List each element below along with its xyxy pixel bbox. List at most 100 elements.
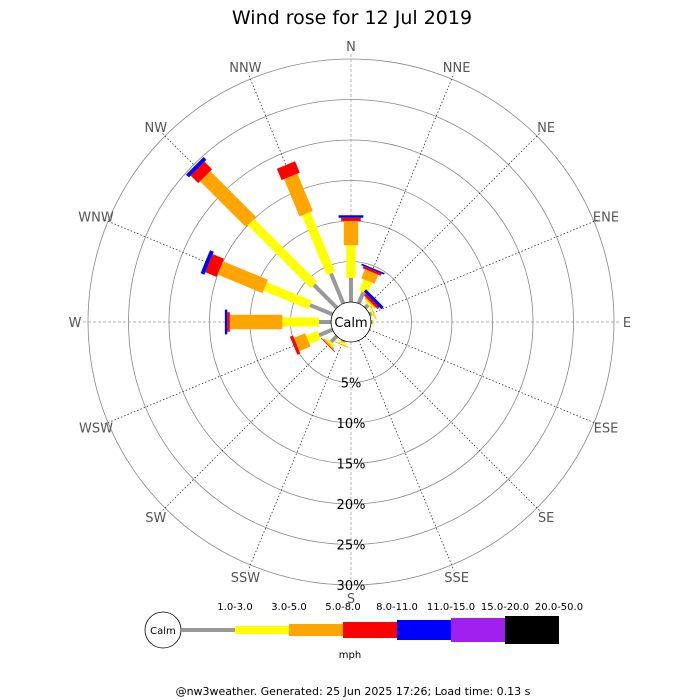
legend-bin-label: 11.0-15.0 xyxy=(427,602,475,613)
petal-wnw-bin-3 xyxy=(205,254,224,277)
direction-label-ssw: SSW xyxy=(231,571,261,586)
spoke-se xyxy=(364,335,542,513)
petal-ne-bin-0 xyxy=(363,303,370,310)
spoke-wsw xyxy=(102,329,333,426)
direction-label-wsw: WSW xyxy=(79,422,113,437)
petal-w-bin-2 xyxy=(229,314,283,330)
petal-n-bin-2 xyxy=(343,221,359,246)
legend-swatch-3 xyxy=(343,622,397,638)
petal-wnw-bin-1 xyxy=(263,282,312,310)
spoke-sw xyxy=(160,335,338,513)
legend-bin-label: 15.0-20.0 xyxy=(481,602,529,613)
petal-ene-bin-1 xyxy=(370,308,375,318)
petal-wsw-bin-3 xyxy=(289,335,301,355)
petal-nne-bin-2 xyxy=(361,269,379,284)
petal-nne-bin-4 xyxy=(361,263,385,275)
direction-label-wnw: WNW xyxy=(78,210,114,225)
direction-label-ene: ENE xyxy=(593,210,619,225)
petal-nnw-bin-2 xyxy=(284,173,313,217)
direction-label-nw: NW xyxy=(145,121,168,136)
petal-sw-bin-2 xyxy=(323,338,335,350)
ring-label: 5% xyxy=(341,377,362,392)
legend-swatch-5 xyxy=(451,618,505,642)
ring-label: 25% xyxy=(337,539,366,554)
direction-spokes xyxy=(82,53,620,591)
petal-nnw-bin-1 xyxy=(301,212,336,276)
petal-wsw-bin-2 xyxy=(293,333,311,352)
petal-ne-bin-2 xyxy=(364,297,376,309)
petal-ne-bin-3 xyxy=(363,293,380,310)
petal-wnw-bin-4 xyxy=(200,250,214,275)
petal-w-bin-0 xyxy=(318,320,331,324)
petal-ene-bin-0 xyxy=(368,311,373,317)
legend: Calm 1.0-3.0 3.0-5.0 5.0-8.0 8.0-11.0 11.0-1… xyxy=(144,602,583,661)
legend-unit-label: mph xyxy=(339,650,361,661)
spoke-wnw xyxy=(102,218,333,315)
wind-petals xyxy=(186,157,385,355)
direction-label-e: E xyxy=(623,316,631,331)
ring-labels: 5% 10% 15% 20% 25% 30% xyxy=(337,377,366,595)
spoke-ene xyxy=(369,218,600,315)
petal-nne-bin-1 xyxy=(359,279,373,295)
direction-labels: N NNE NE ENE E ESE SE SSE S SSW SW WSW W WNW NW NNW xyxy=(69,40,632,607)
legend-swatch-0 xyxy=(181,628,235,632)
legend-bin-label: 20.0-50.0 xyxy=(535,602,583,613)
petal-w-bin-4 xyxy=(224,309,228,335)
legend-bin-label: 8.0-11.0 xyxy=(376,602,418,613)
legend-swatch-2 xyxy=(289,624,343,636)
petal-e-bin-1 xyxy=(372,317,374,327)
legend-swatch-4 xyxy=(397,620,451,640)
petal-wsw-bin-1 xyxy=(306,331,321,345)
spoke-nne xyxy=(358,73,455,304)
petal-wsw-bin-0 xyxy=(318,327,334,338)
legend-calm-label: Calm xyxy=(150,626,176,637)
petal-n-bin-0 xyxy=(349,277,353,302)
direction-label-se: SE xyxy=(538,511,554,526)
direction-label-nne: NNE xyxy=(443,61,471,76)
spoke-nnw xyxy=(247,73,344,304)
petal-n-bin-3 xyxy=(341,217,361,221)
petal-ene-bin-2 xyxy=(370,305,377,320)
direction-label-n: N xyxy=(346,40,356,55)
direction-label-nnw: NNW xyxy=(229,61,261,76)
petal-nw-bin-1 xyxy=(247,218,318,289)
petal-sw-bin-0 xyxy=(329,334,339,344)
direction-label-s: S xyxy=(347,592,355,607)
petal-nw-bin-4 xyxy=(186,157,207,178)
petal-w-bin-3 xyxy=(227,312,230,332)
petal-e-bin-0 xyxy=(371,320,373,324)
petal-nnw-bin-3 xyxy=(276,161,300,181)
spoke-sse xyxy=(358,340,455,571)
direction-label-w: W xyxy=(69,316,82,331)
ring-label: 20% xyxy=(337,498,366,513)
petal-ssw-bin-0 xyxy=(340,339,346,343)
petal-wnw-bin-2 xyxy=(217,261,268,294)
ring-label: 10% xyxy=(337,417,366,432)
chart-title: Wind rose for 12 Jul 2019 xyxy=(232,7,472,29)
spoke-ese xyxy=(369,329,600,426)
petal-nne-bin-0 xyxy=(356,291,366,305)
petal-ssw-bin-1 xyxy=(337,340,347,346)
legend-swatch-1 xyxy=(235,626,289,634)
petal-wnw-bin-0 xyxy=(309,303,334,317)
direction-label-ese: ESE xyxy=(594,422,619,437)
direction-label-ne: NE xyxy=(537,121,555,136)
petal-nw-bin-3 xyxy=(190,161,213,184)
petal-n-bin-1 xyxy=(346,245,356,278)
petal-nnw-bin-0 xyxy=(329,272,346,305)
petal-w-bin-1 xyxy=(282,317,319,327)
legend-bin-label: 5.0-8.0 xyxy=(325,602,360,613)
spoke-ssw xyxy=(247,340,344,571)
direction-label-sse: SSE xyxy=(444,571,469,586)
legend-swatch-6 xyxy=(505,616,559,644)
calm-circle xyxy=(330,301,372,343)
petal-sw-bin-3 xyxy=(320,337,336,353)
spoke-ne xyxy=(364,131,542,309)
petal-nw-bin-2 xyxy=(200,171,256,227)
petal-ne-bin-4 xyxy=(363,289,384,310)
petal-sw-bin-1 xyxy=(326,338,335,347)
direction-label-sw: SW xyxy=(145,511,166,526)
calm-label: Calm xyxy=(334,316,367,331)
petal-ssw-bin-2 xyxy=(334,341,349,348)
